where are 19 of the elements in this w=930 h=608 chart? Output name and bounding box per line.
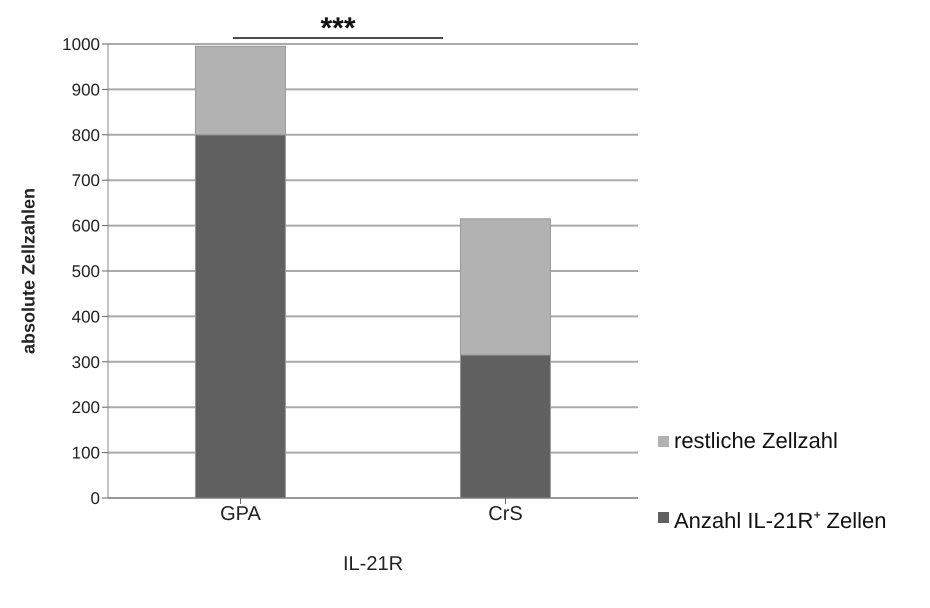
y-tick-label: 500 xyxy=(72,262,100,282)
legend-label: Anzahl IL-21R⁺ Zellen xyxy=(674,507,886,534)
y-tick-label: 800 xyxy=(72,126,100,145)
y-tick-label: 700 xyxy=(72,171,100,190)
annotation: *** xyxy=(320,12,356,45)
x-axis-title: IL-21R xyxy=(342,553,404,575)
significance-bracket: *** xyxy=(228,8,448,44)
x-tick-label: GPA xyxy=(220,503,262,526)
y-tick-label: 1000 xyxy=(62,35,100,54)
y-tick-label: 100 xyxy=(72,444,100,463)
y-tick-label: 600 xyxy=(72,216,100,236)
x-tick-label: CrS xyxy=(488,503,523,526)
y-tick-label: 200 xyxy=(72,398,100,418)
y-tick-label: 0 xyxy=(90,489,100,508)
y-tick-label: 400 xyxy=(72,307,100,326)
y-tick-label: 900 xyxy=(72,80,100,100)
y-tick-label: 300 xyxy=(72,352,100,372)
y-axis-title: absolute Zellzahlen xyxy=(18,188,38,354)
legend-label: restliche Zellzahl xyxy=(674,428,838,454)
